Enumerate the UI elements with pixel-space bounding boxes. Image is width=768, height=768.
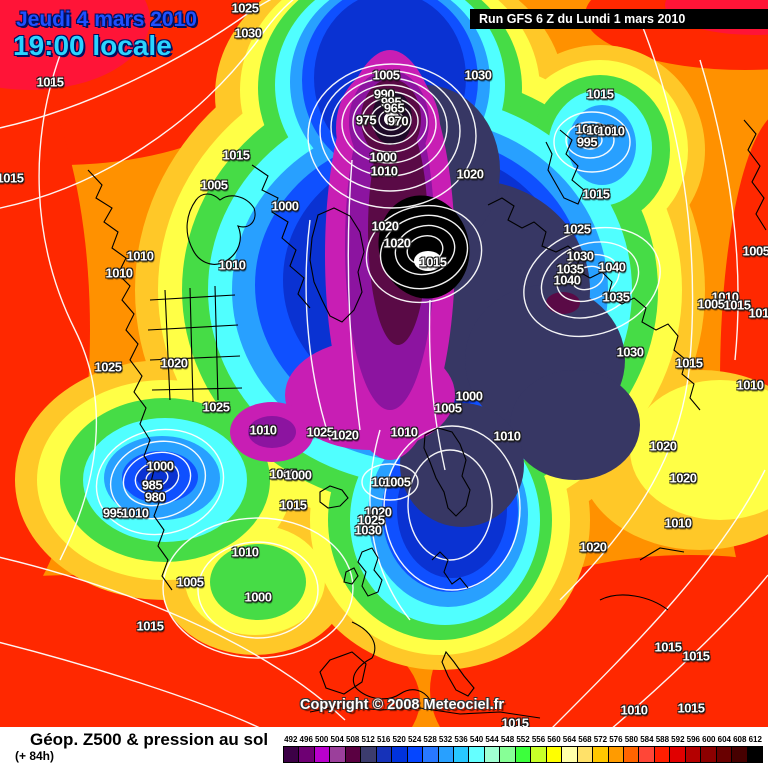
colorbar-tick: 532 [438,735,453,744]
colorbar-cell [654,747,671,762]
colorbar-cell [407,747,424,762]
colorbar-tick: 516 [376,735,391,744]
colorbar-tick: 536 [454,735,468,744]
colorbar-cell [623,747,640,762]
colorbar-cell [685,747,702,762]
colorbar-cells [283,746,763,763]
chart-title: Géop. Z500 & pression au sol [30,730,269,749]
colorbar-cell [500,747,516,762]
colorbar-cell [453,747,470,762]
colorbar-cell [484,747,501,762]
colorbar-cell [330,747,346,762]
colorbar-cell [515,747,532,762]
legend-bar: Géop. Z500 & pression au sol (+ 84h) 492… [0,727,768,768]
colorbar-tick: 492 [284,735,298,744]
colorbar-tick: 564 [562,735,577,744]
colorbar-cell [361,747,377,762]
colorbar-tick: 544 [485,735,499,744]
model-run-banner: Run GFS 6 Z du Lundi 1 mars 2010 [470,9,768,29]
colorbar-tick: 556 [531,735,546,744]
colorbar-cell [747,747,763,762]
colorbar-cell [469,747,485,762]
copyright-label: Copyright © 2008 Meteociel.fr [300,697,505,713]
colorbar-cell [423,747,439,762]
colorbar-cell [345,747,362,762]
colorbar-tick: 568 [578,735,592,744]
geopotential-map: 1025 1030 1015 1005 990 995 965 975 970 1030 1000 1… [0,0,768,727]
colorbar-tick: 520 [392,735,406,744]
colorbar-cell [546,747,563,762]
colorbar-tick: 524 [407,735,422,744]
colorbar-cell [716,747,733,762]
lead-time-label: (+ 84h) [15,749,55,763]
colorbar-cell [593,747,609,762]
colorbar-cell [577,747,594,762]
date-label: Jeudi 4 mars 2010 [16,8,197,31]
colorbar-tick: 500 [315,735,329,744]
colorbar-cell [608,747,624,762]
colorbar-tick: 600 [702,735,716,744]
time-label: 19:00 locale [13,30,172,61]
colorbar-cell [670,747,686,762]
colorbar-cell [284,747,300,762]
colorbar-tick: 508 [346,735,360,744]
colorbar-tick: 548 [500,735,515,744]
colorbar-tick: 592 [671,735,685,744]
colorbar-tick-labels: 492 496 500 504 508 512 516 520 524 528 532 536 540 5… [283,735,763,745]
colorbar-cell [701,747,717,762]
colorbar-cell [299,747,315,762]
colorbar-cell [376,747,393,762]
colorbar-tick: 576 [609,735,623,744]
colorbar-tick: 608 [733,735,747,744]
colorbar-tick: 604 [717,735,731,744]
colorbar-tick: 512 [361,735,375,744]
colorbar-cell [531,747,547,762]
colorbar-tick: 572 [593,735,608,744]
geopotential-colorbar: 492 496 500 504 508 512 516 520 524 528 532 536 540 5… [283,735,763,765]
colorbar-tick: 580 [624,735,639,744]
colorbar-cell [438,747,454,762]
colorbar-tick: 528 [423,735,437,744]
colorbar-tick: 584 [640,735,654,744]
colorbar-tick: 596 [686,735,701,744]
colorbar-tick: 504 [330,735,344,744]
colorbar-tick: 612 [748,735,762,744]
colorbar-cell [562,747,578,762]
colorbar-cell [732,747,748,762]
colorbar-tick: 588 [655,735,670,744]
colorbar-tick: 496 [299,735,313,744]
map-canvas [0,0,768,727]
colorbar-cell [314,747,331,762]
colorbar-cell [392,747,408,762]
colorbar-tick: 540 [469,735,484,744]
colorbar-tick: 552 [516,735,530,744]
colorbar-tick: 560 [547,735,561,744]
colorbar-cell [639,747,655,762]
